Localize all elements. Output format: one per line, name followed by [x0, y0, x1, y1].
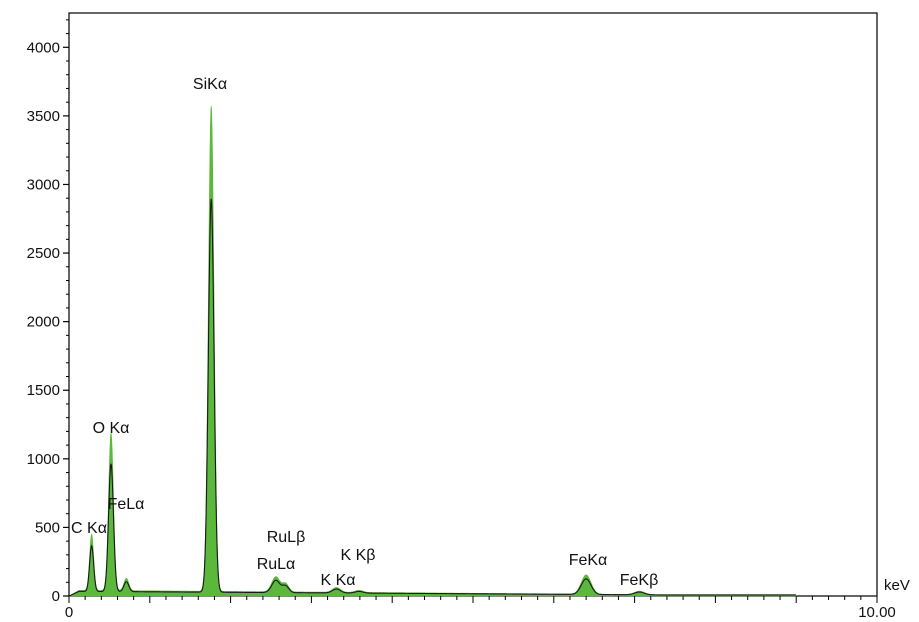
- peak-label: FeLα: [108, 496, 145, 513]
- y-tick-label: 2500: [27, 245, 60, 262]
- peak-label-layer: C Kα O Kα FeLα SiKα RuLα RuLβ K Kα K Kβ FeKα FeKβ: [71, 76, 658, 589]
- y-tick-label: 3500: [27, 108, 60, 125]
- peak-label: O Kα: [93, 420, 130, 437]
- y-tick-label: 0: [52, 588, 60, 605]
- peak-label: K Kβ: [341, 547, 376, 564]
- peak-label: C Kα: [71, 520, 107, 537]
- y-tick-label: 4000: [27, 39, 60, 56]
- peak-label: K Kα: [320, 572, 355, 589]
- peak-label: RuLα: [257, 556, 296, 573]
- spectrum-outline: [68, 198, 796, 597]
- spectrum-layer: [67, 105, 797, 597]
- peak-label: RuLβ: [267, 529, 306, 546]
- y-tick-label: 1000: [27, 451, 60, 468]
- plot-frame: [68, 12, 878, 597]
- x-tick-label: 0: [65, 604, 73, 621]
- peak-label: SiKα: [193, 76, 227, 93]
- x-axis-unit-label: keV: [884, 577, 910, 594]
- y-tick-label: 1500: [27, 382, 60, 399]
- peak-label: FeKα: [569, 552, 608, 569]
- peak-label: FeKβ: [620, 572, 659, 589]
- axis-layer: 0 500 1000 1500 2000 2500 3000 3500 4000 0 10.00: [27, 19, 896, 621]
- x-tick-label: 10.00: [858, 604, 896, 621]
- y-tick-label: 500: [35, 519, 60, 536]
- y-tick-label: 2000: [27, 314, 60, 331]
- y-tick-label: 3000: [27, 176, 60, 193]
